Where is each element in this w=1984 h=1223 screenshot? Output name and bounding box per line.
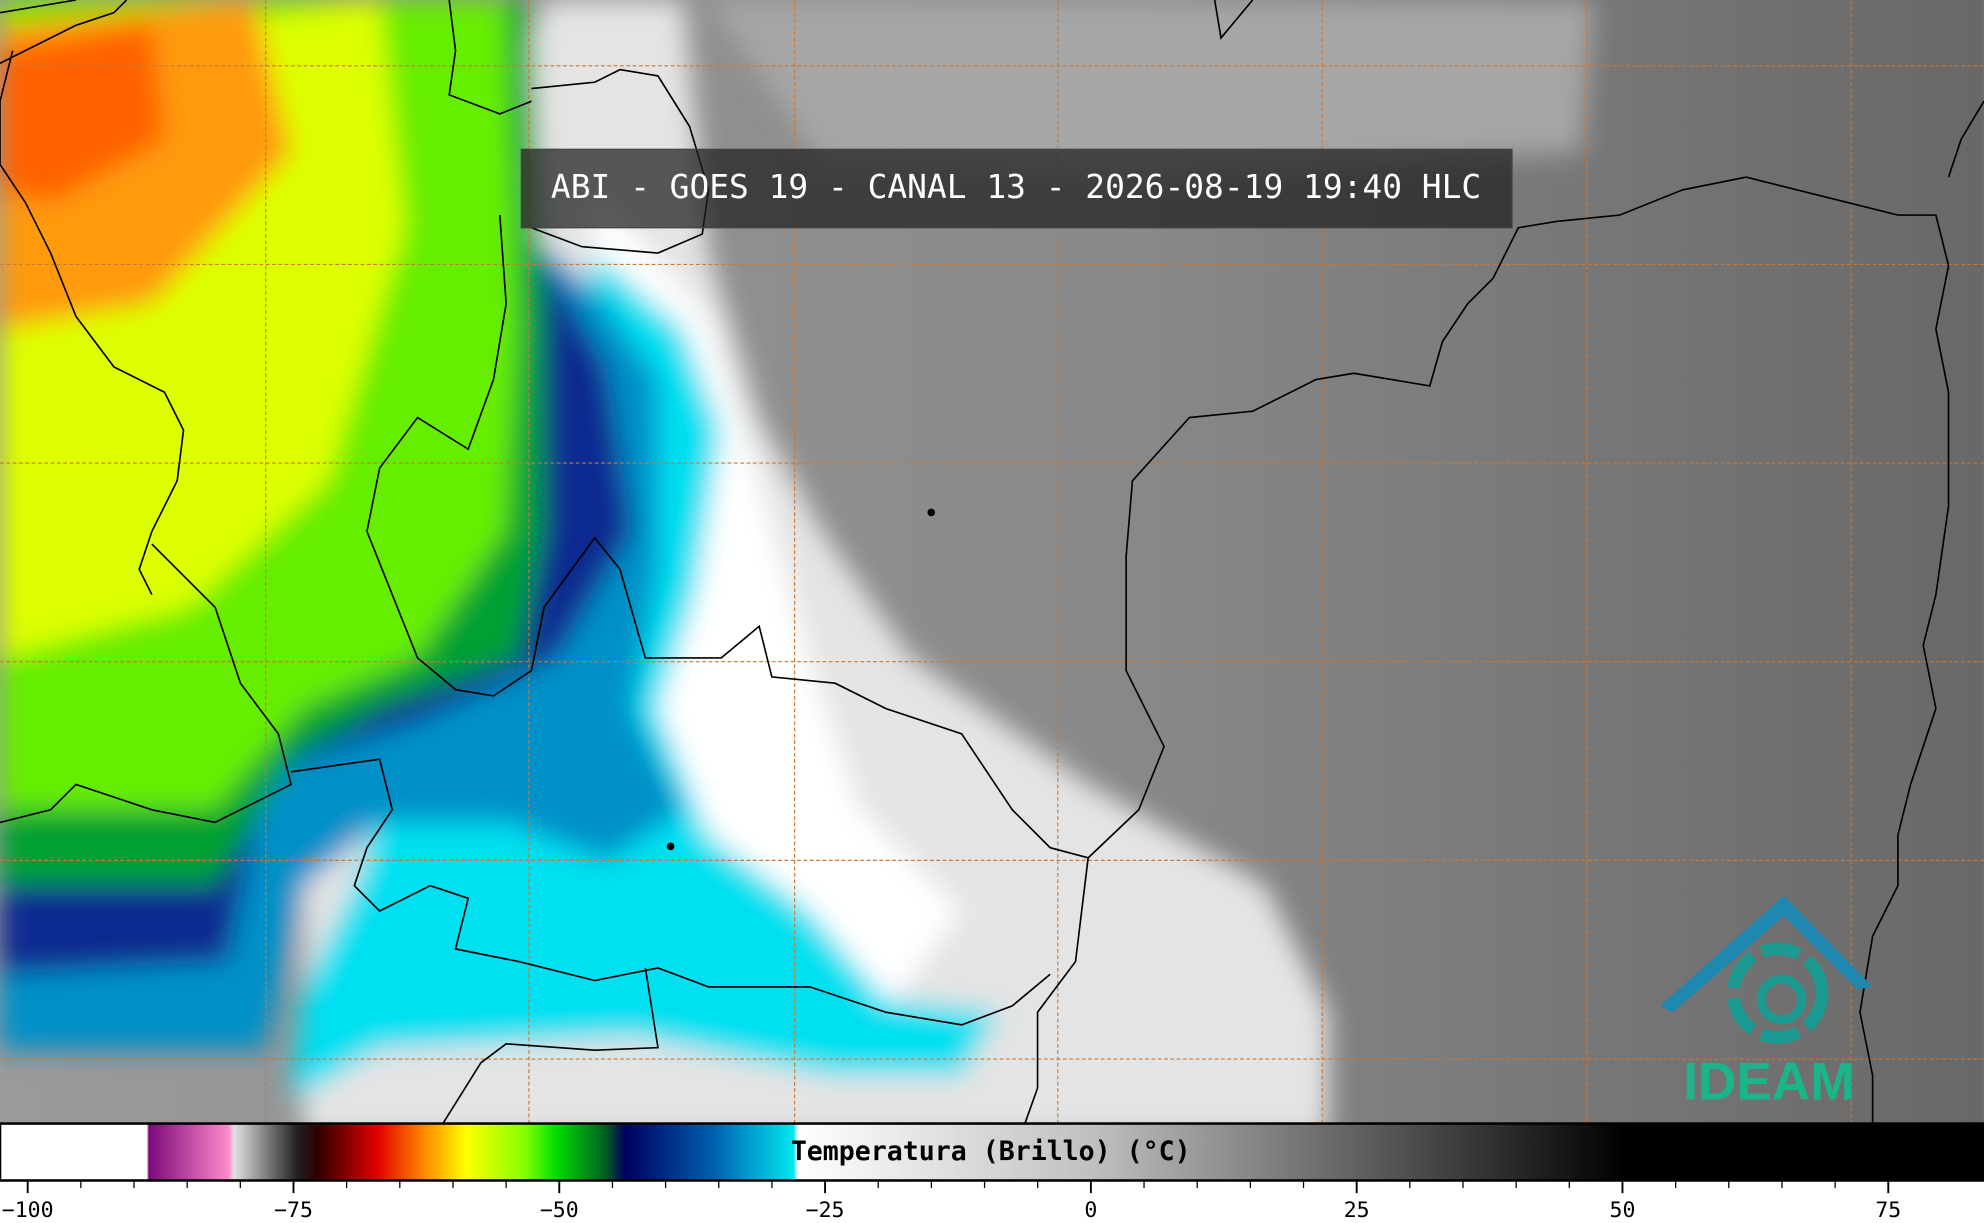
logo-text: IDEAM [1683,1053,1854,1112]
tick-label: −75 [274,1198,313,1223]
title: ABI - GOES 19 - CANAL 13 - 2026-08-19 19… [551,167,1481,206]
city-dot [666,842,675,851]
tick-label: 75 [1875,1198,1901,1223]
logo: IDEAM [1660,895,1873,1112]
boundaries [0,0,1984,1124]
tick-label: 50 [1610,1198,1636,1223]
tick-label: −25 [806,1198,845,1223]
colorbar-label: Temperatura (Brillo) (°C) [791,1136,1191,1167]
tick-label: 0 [1084,1198,1097,1223]
tick-label: −100 [2,1198,54,1223]
tick-label: 25 [1344,1198,1370,1223]
city-dot [927,508,936,517]
tick-label: −50 [540,1198,579,1223]
colorbar-bar [0,1122,1984,1182]
title-box [520,148,1513,229]
colorbar: Temperatura (Brillo) (°C) [0,1122,1984,1182]
